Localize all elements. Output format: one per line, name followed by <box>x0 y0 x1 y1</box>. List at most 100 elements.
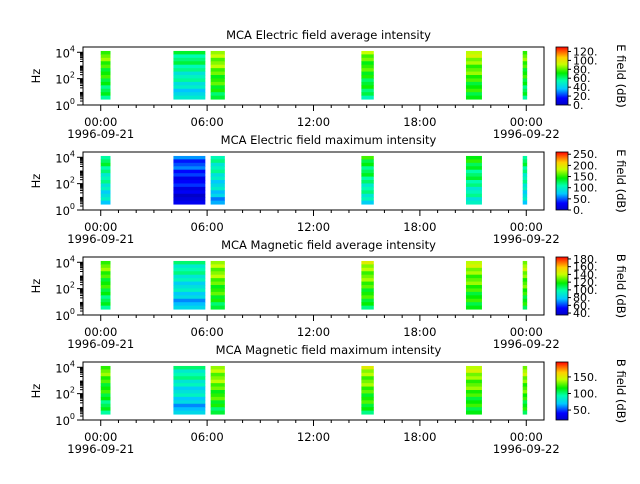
spectrogram-cell <box>522 390 528 394</box>
spectrogram-cell <box>465 190 482 195</box>
x-tick-label: 18:00 <box>403 115 436 129</box>
spectrogram-cell <box>465 95 482 100</box>
spectrogram-cell <box>210 295 225 300</box>
colorbar-tick-label: 200. <box>573 159 598 172</box>
spectrogram-cell <box>100 403 111 408</box>
panel-4: MCA Magnetic field maximum intensity 00:0… <box>29 343 628 456</box>
date-label: 1996-09-21 <box>67 442 134 456</box>
spectrogram-cell <box>522 260 528 265</box>
spectrogram-cell <box>173 383 206 388</box>
spectrogram-cell <box>465 285 482 289</box>
spectrogram-cell <box>465 197 482 202</box>
y-tick-exponent: 0 <box>70 412 75 421</box>
spectrogram-block <box>465 365 482 415</box>
spectrogram-cell <box>210 159 225 164</box>
colorbar-label: E field (dB) <box>614 149 628 213</box>
spectrogram-cell <box>465 281 482 286</box>
spectrogram-cell <box>465 400 482 405</box>
spectrogram-cell <box>361 190 374 195</box>
y-tick-exponent: 4 <box>70 149 75 158</box>
spectrogram-cell <box>361 288 374 293</box>
spectrogram-cell <box>210 369 225 374</box>
x-tick-label: 06:00 <box>191 430 224 444</box>
spectrogram-cell <box>465 379 482 384</box>
spectrogram-cell <box>210 78 225 83</box>
spectrogram-cell <box>173 298 206 303</box>
spectrogram-cell <box>173 159 206 164</box>
spectrogram-cell <box>465 271 482 276</box>
spectrogram-cell <box>100 183 111 188</box>
spectrogram-cell <box>465 302 482 307</box>
spectrogram-cell <box>522 64 528 69</box>
spectrogram-cell <box>173 81 206 86</box>
spectrogram-cell <box>210 162 225 167</box>
spectrogram-cell <box>173 61 206 66</box>
spectrogram-cell <box>100 166 111 171</box>
y-tick-base: 10 <box>55 178 70 192</box>
colorbar-tick-label: 100. <box>573 284 598 297</box>
x-tick-label: 00:00 <box>510 430 543 444</box>
spectrogram-cell <box>522 372 528 377</box>
spectrogram-cell <box>173 281 206 286</box>
y-tick-exponent: 0 <box>70 202 75 211</box>
spectrogram-cell <box>210 155 225 160</box>
colorbar-tick-label: 50. <box>573 404 591 417</box>
spectrogram-cell <box>173 186 206 191</box>
spectrogram-cell <box>100 85 111 90</box>
spectrogram-cell <box>100 71 111 76</box>
spectrogram-cell <box>210 298 225 303</box>
y-tick-exponent: 4 <box>70 44 75 53</box>
spectrogram-cell <box>522 197 528 202</box>
y-axis-label: Hz <box>29 279 43 294</box>
y-tick-exponent: 2 <box>70 386 75 395</box>
x-tick-label: 12:00 <box>297 325 330 339</box>
colorbar-label: B field (dB) <box>614 359 628 423</box>
spectrogram-cell <box>210 260 225 265</box>
spectrogram-cell <box>210 57 225 62</box>
spectrogram-cell <box>522 190 528 195</box>
spectrogram-cell <box>465 71 482 76</box>
colorbar-tick-label: 140. <box>573 268 598 281</box>
spectrogram-cell <box>173 68 206 73</box>
spectrogram-cell <box>465 383 482 388</box>
y-tick-label: 104 <box>55 149 75 165</box>
spectrogram-cell <box>465 365 482 370</box>
spectrogram-cell <box>361 176 374 181</box>
spectrogram-cell <box>465 166 482 171</box>
spectrogram-cell <box>361 54 374 59</box>
spectrogram-cell <box>210 75 225 79</box>
spectrogram-cell <box>465 288 482 293</box>
spectrogram-block <box>100 155 111 205</box>
spectrogram-cell <box>210 291 225 296</box>
spectrogram-cell <box>361 379 374 384</box>
spectrogram-cell <box>173 155 206 160</box>
x-tick-label: 06:00 <box>191 325 224 339</box>
x-tick-label: 18:00 <box>403 430 436 444</box>
spectrogram-cell <box>465 64 482 69</box>
spectrogram-cell <box>361 369 374 374</box>
spectrogram-block <box>100 260 111 310</box>
spectrogram-cell <box>361 183 374 188</box>
spectrogram-cell <box>100 410 111 415</box>
spectrogram-block <box>361 155 374 205</box>
spectrogram-cell <box>173 54 206 59</box>
y-tick-label: 102 <box>55 386 75 402</box>
spectrogram-cell <box>173 92 206 97</box>
spectrogram-cell <box>522 57 528 62</box>
spectrogram-cell <box>100 393 111 398</box>
spectrogram-cell <box>465 386 482 391</box>
spectrogram-cell <box>361 295 374 300</box>
spectrogram-cell <box>100 162 111 167</box>
spectrogram-cell <box>173 403 206 408</box>
spectrogram-cell <box>465 278 482 283</box>
spectrogram-cell <box>173 410 206 415</box>
spectrogram-cell <box>361 71 374 76</box>
spectrogram-cell <box>361 285 374 289</box>
spectrogram-cell <box>522 75 528 79</box>
spectrogram-cell <box>100 64 111 69</box>
spectrogram-cell <box>465 291 482 296</box>
spectrogram-cell <box>522 400 528 405</box>
spectrogram-block <box>210 155 225 205</box>
y-tick-base: 10 <box>55 256 70 270</box>
x-tick-label: 00:00 <box>84 220 117 234</box>
